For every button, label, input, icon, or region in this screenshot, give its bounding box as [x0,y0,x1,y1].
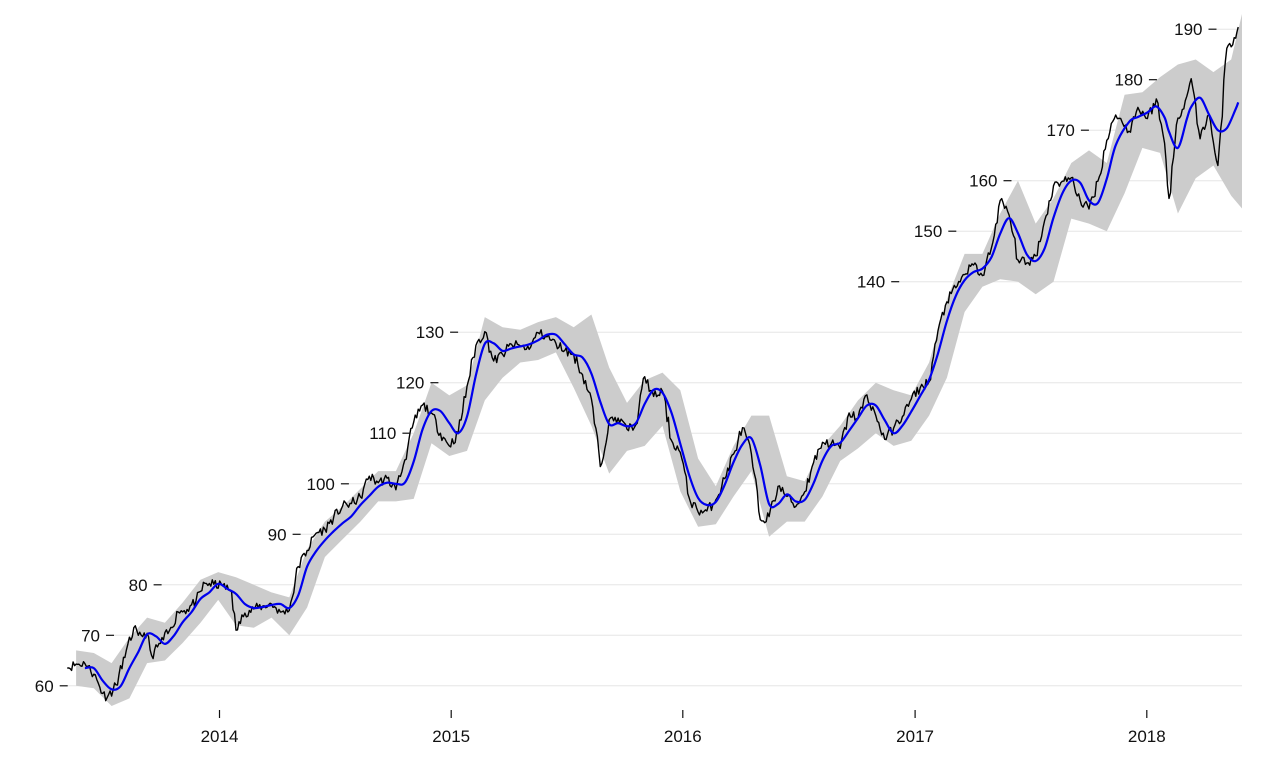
x-axis-ticks: 2014 2015 2016 2017 2018 [201,710,1166,746]
y-tick-label-90: 90 [268,525,287,544]
y-tick-label-190: 190 [1174,20,1202,39]
x-tick-label-2018: 2018 [1128,727,1166,746]
x-tick-label-2015: 2015 [432,727,470,746]
y-tick-label-140: 140 [857,273,885,292]
y-tick-label-100: 100 [307,475,335,494]
y-tick-label-110: 110 [369,424,396,443]
y-tick-label-170: 170 [1047,121,1075,140]
y-tick-label-160: 160 [969,172,997,191]
x-tick-label-2014: 2014 [201,727,239,746]
y-tick-label-80: 80 [129,576,148,595]
y-tick-label-130: 130 [416,323,444,342]
x-tick-label-2016: 2016 [664,727,702,746]
confidence-band [76,14,1243,706]
y-axis-ticks: 60 70 80 90 100 110 120 130 140 150 160 170 180 190 [35,20,1217,696]
x-tick-label-2017: 2017 [896,727,934,746]
y-tick-label-180: 180 [1115,71,1143,90]
y-tick-label-120: 120 [396,374,424,393]
moving-average-line [84,96,1240,691]
y-tick-label-150: 150 [914,222,942,241]
y-tick-label-70: 70 [81,626,100,645]
y-tick-label-60: 60 [35,677,54,696]
